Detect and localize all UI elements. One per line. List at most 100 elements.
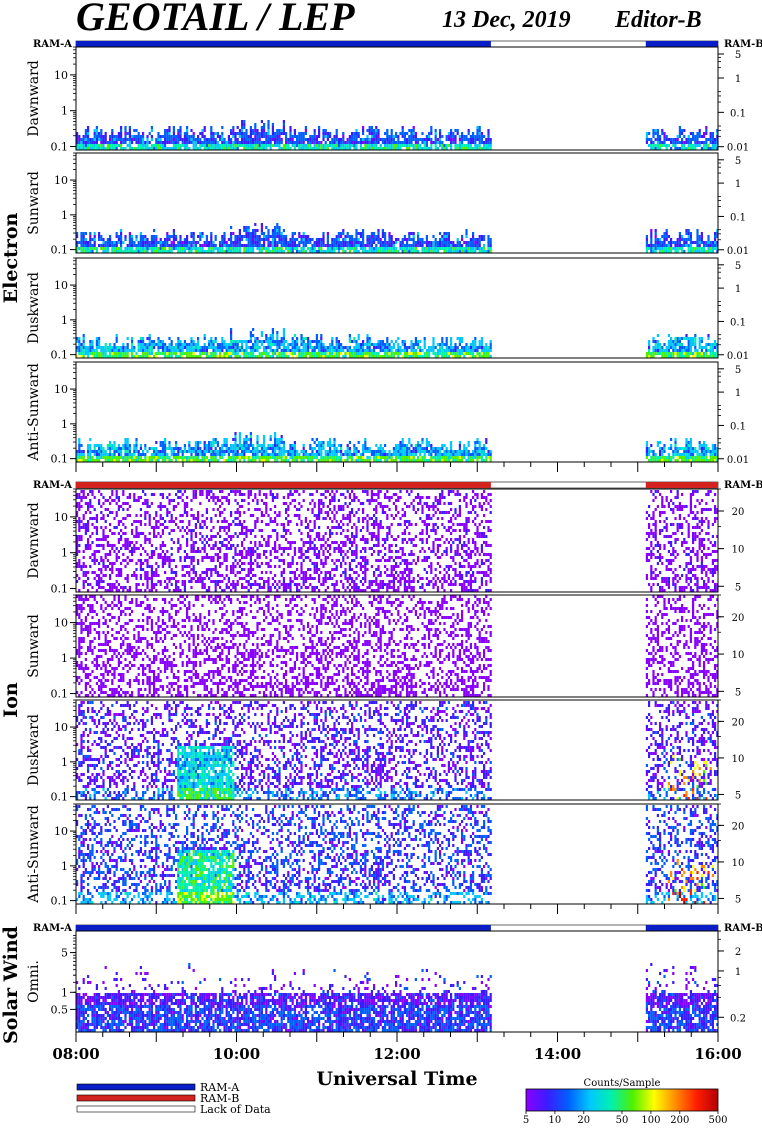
heatmap-cell: [105, 132, 107, 135]
heatmap-cell: [283, 241, 285, 244]
heatmap-cell: [131, 343, 133, 346]
heatmap-cell: [364, 144, 366, 147]
heatmap-cell: [281, 132, 283, 135]
right-tick-label: 5: [735, 156, 741, 167]
heatmap-cell: [118, 447, 120, 450]
heatmap-cell: [190, 247, 192, 250]
heatmap-cell: [80, 526, 82, 529]
heatmap-cell: [179, 129, 181, 132]
heatmap-cell: [292, 343, 294, 346]
heatmap-cell: [193, 352, 195, 355]
heatmap-cell: [388, 138, 390, 141]
heatmap-cell: [133, 135, 135, 138]
heatmap-cell: [179, 349, 181, 352]
heatmap-cell: [333, 135, 335, 138]
heatmap-cell: [78, 438, 80, 441]
heatmap-cell: [272, 126, 274, 129]
heatmap-cell: [259, 141, 261, 144]
heatmap-cell: [672, 352, 674, 355]
heatmap-cell: [386, 337, 388, 340]
heatmap-cell: [186, 141, 188, 144]
heatmap-cell: [124, 352, 126, 355]
heatmap-cell: [259, 450, 261, 453]
heatmap-cell: [267, 144, 269, 147]
heatmap-cell: [182, 456, 184, 459]
heatmap-cell: [353, 453, 355, 456]
heatmap-cell: [349, 135, 351, 138]
heatmap-cell: [186, 138, 188, 141]
heatmap-cell: [699, 238, 701, 241]
heatmap-cell: [668, 235, 670, 238]
heatmap-cell: [199, 447, 201, 450]
heatmap-cell: [261, 226, 263, 229]
heatmap-cell: [487, 244, 489, 247]
heatmap-cell: [426, 144, 428, 147]
heatmap-cell: [228, 346, 230, 349]
heatmap-cell: [303, 337, 305, 340]
heatmap-cell: [221, 132, 223, 135]
heatmap-cell: [303, 232, 305, 235]
heatmap-cell: [314, 241, 316, 244]
heatmap-cell: [259, 247, 261, 250]
heatmap-cell: [415, 337, 417, 340]
heatmap-cell: [109, 450, 111, 453]
heatmap-cell: [122, 444, 124, 447]
heatmap-cell: [78, 144, 80, 147]
heatmap-cell: [694, 247, 696, 250]
heatmap-cell: [232, 438, 234, 441]
heatmap-cell: [250, 241, 252, 244]
heatmap-cell: [188, 441, 190, 444]
heatmap-cell: [646, 450, 648, 453]
heatmap-cell: [201, 244, 203, 247]
heatmap-cell: [305, 138, 307, 141]
heatmap-cell: [252, 346, 254, 349]
heatmap-cell: [388, 241, 390, 244]
heatmap-cell: [327, 241, 329, 244]
heatmap-cell: [89, 556, 91, 559]
heatmap-cell: [694, 135, 696, 138]
heatmap-cell: [461, 144, 463, 147]
heatmap-cell: [309, 346, 311, 349]
heatmap-cell: [472, 340, 474, 343]
heatmap-cell: [432, 141, 434, 144]
heatmap-cell: [285, 349, 287, 352]
heatmap-cell: [153, 340, 155, 343]
heatmap-cell: [173, 229, 175, 232]
heatmap-cell: [666, 144, 668, 147]
heatmap-cell: [408, 232, 410, 235]
heatmap-cell: [373, 352, 375, 355]
heatmap-cell: [215, 141, 217, 144]
heatmap-cell: [410, 144, 412, 147]
heatmap-cell: [78, 450, 80, 453]
heatmap-cell: [195, 144, 197, 147]
heatmap-cell: [206, 244, 208, 247]
heatmap-cell: [155, 235, 157, 238]
heatmap-cell: [701, 238, 703, 241]
heatmap-cell: [168, 129, 170, 132]
heatmap-cell: [443, 232, 445, 235]
heatmap-cell: [303, 135, 305, 138]
heatmap-cell: [386, 135, 388, 138]
heatmap-cell: [105, 135, 107, 138]
heatmap-cell: [267, 238, 269, 241]
heatmap-cell: [461, 456, 463, 459]
heatmap-cell: [267, 352, 269, 355]
heatmap-cell: [397, 456, 399, 459]
heatmap-cell: [349, 456, 351, 459]
heatmap-cell: [655, 352, 657, 355]
heatmap-cell: [659, 238, 661, 241]
heatmap-cell: [481, 346, 483, 349]
heatmap-cell: [690, 453, 692, 456]
heatmap-cell: [278, 238, 280, 241]
heatmap-cell: [646, 247, 648, 250]
heatmap-cell: [481, 247, 483, 250]
heatmap-cell: [413, 247, 415, 250]
heatmap-cell: [259, 244, 261, 247]
heatmap-cell: [672, 247, 674, 250]
heatmap-cell: [190, 129, 192, 132]
heatmap-cell: [160, 444, 162, 447]
heatmap-cell: [415, 132, 417, 135]
heatmap-cell: [212, 141, 214, 144]
heatmap-cell: [292, 346, 294, 349]
